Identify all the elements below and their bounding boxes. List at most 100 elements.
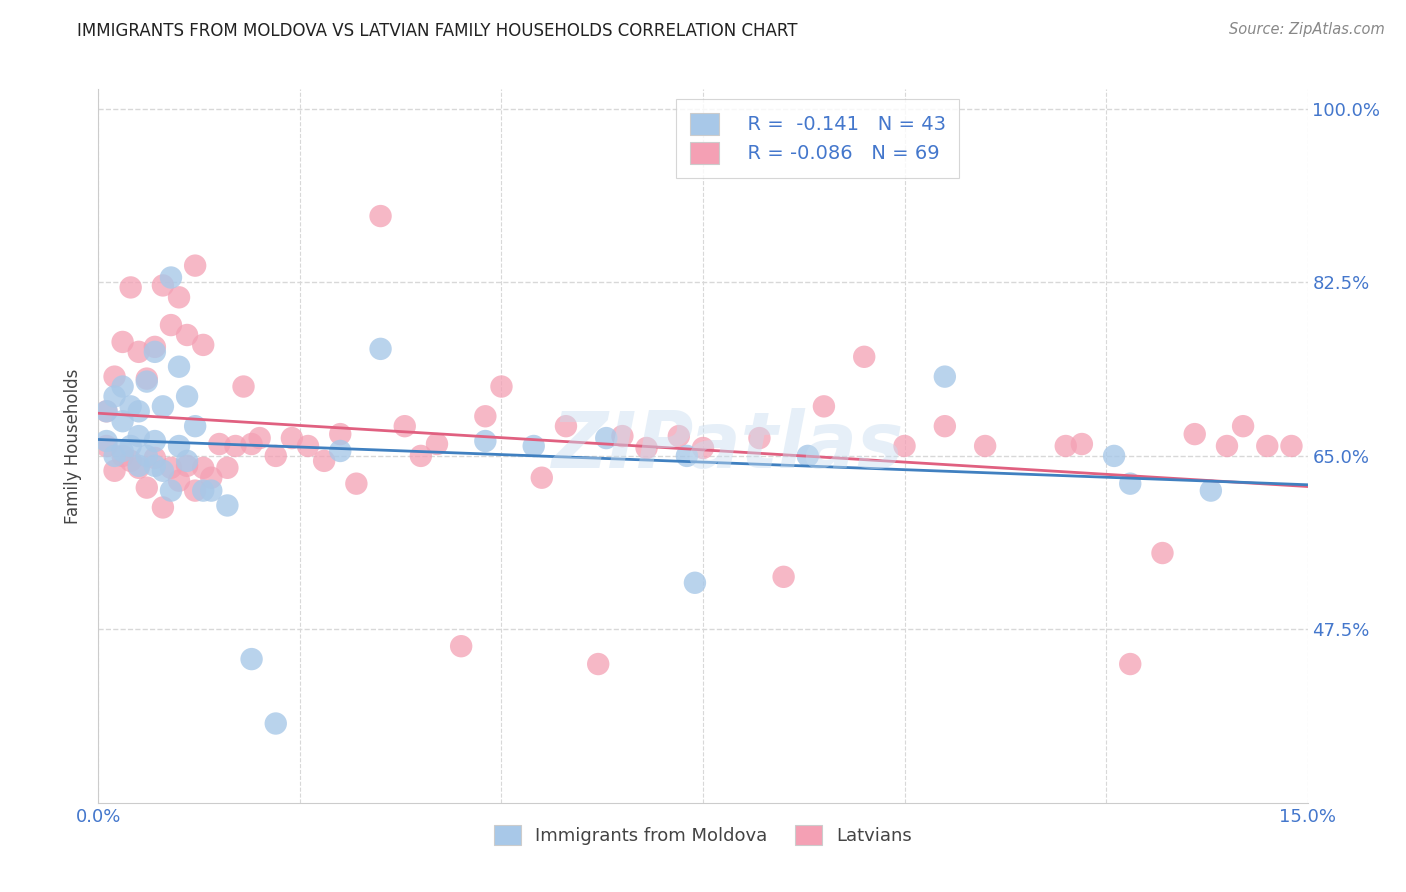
Point: [128, 458, 150, 473]
Y-axis label: Family Households: Family Households: [65, 368, 83, 524]
Point: [893, 439, 915, 453]
Point: [344, 476, 367, 491]
Point: [103, 449, 125, 463]
Point: [120, 439, 142, 453]
Point: [193, 338, 215, 352]
Point: [1102, 449, 1125, 463]
Point: [200, 471, 222, 485]
Point: [160, 460, 183, 475]
Point: [111, 449, 134, 463]
Point: [1199, 483, 1222, 498]
Point: [167, 474, 190, 488]
Point: [120, 280, 142, 294]
Point: [1232, 419, 1254, 434]
Point: [370, 209, 392, 223]
Point: [103, 369, 125, 384]
Point: [103, 389, 125, 403]
Point: [152, 500, 174, 515]
Point: [974, 439, 997, 453]
Point: [409, 449, 432, 463]
Point: [176, 389, 198, 403]
Point: [264, 716, 287, 731]
Point: [167, 439, 190, 453]
Point: [193, 460, 215, 475]
Point: [297, 439, 319, 453]
Point: [370, 342, 392, 356]
Point: [1152, 546, 1174, 560]
Point: [96, 434, 118, 448]
Point: [249, 431, 271, 445]
Point: [152, 464, 174, 478]
Point: [1119, 657, 1142, 671]
Point: [797, 449, 820, 463]
Point: [281, 431, 304, 445]
Point: [152, 400, 174, 414]
Point: [329, 444, 352, 458]
Point: [184, 259, 207, 273]
Point: [167, 359, 190, 374]
Point: [128, 404, 150, 418]
Point: [450, 639, 472, 653]
Point: [934, 369, 956, 384]
Point: [1184, 427, 1206, 442]
Point: [668, 429, 690, 443]
Point: [394, 419, 416, 434]
Point: [224, 439, 246, 453]
Point: [748, 431, 770, 445]
Point: [1256, 439, 1278, 453]
Point: [217, 499, 239, 513]
Point: [96, 439, 118, 453]
Text: ZIPatlas: ZIPatlas: [551, 408, 903, 484]
Point: [120, 400, 142, 414]
Point: [586, 657, 609, 671]
Point: [426, 437, 449, 451]
Point: [264, 449, 287, 463]
Point: [240, 437, 263, 451]
Point: [120, 454, 142, 468]
Point: [636, 441, 658, 455]
Point: [314, 454, 336, 468]
Point: [135, 375, 157, 389]
Point: [184, 419, 207, 434]
Point: [176, 454, 198, 468]
Point: [167, 290, 190, 304]
Legend: Immigrants from Moldova, Latvians: Immigrants from Moldova, Latvians: [481, 812, 925, 858]
Point: [474, 434, 496, 448]
Point: [692, 441, 714, 455]
Point: [934, 419, 956, 434]
Point: [1216, 439, 1239, 453]
Point: [143, 344, 166, 359]
Point: [474, 409, 496, 424]
Point: [160, 318, 183, 332]
Point: [176, 458, 198, 473]
Point: [111, 414, 134, 428]
Point: [595, 431, 617, 445]
Point: [160, 483, 183, 498]
Point: [555, 419, 578, 434]
Point: [1070, 437, 1092, 451]
Point: [128, 344, 150, 359]
Point: [240, 652, 263, 666]
Point: [530, 471, 553, 485]
Point: [135, 481, 157, 495]
Point: [135, 449, 157, 463]
Point: [143, 450, 166, 465]
Point: [128, 429, 150, 443]
Point: [200, 483, 222, 498]
Point: [853, 350, 876, 364]
Point: [1281, 439, 1303, 453]
Point: [612, 429, 634, 443]
Point: [143, 434, 166, 448]
Point: [1119, 476, 1142, 491]
Point: [111, 444, 134, 458]
Point: [96, 404, 118, 418]
Point: [683, 575, 706, 590]
Point: [329, 427, 352, 442]
Point: [208, 437, 231, 451]
Point: [193, 483, 215, 498]
Point: [176, 328, 198, 343]
Point: [152, 278, 174, 293]
Point: [160, 270, 183, 285]
Point: [111, 379, 134, 393]
Point: [184, 483, 207, 498]
